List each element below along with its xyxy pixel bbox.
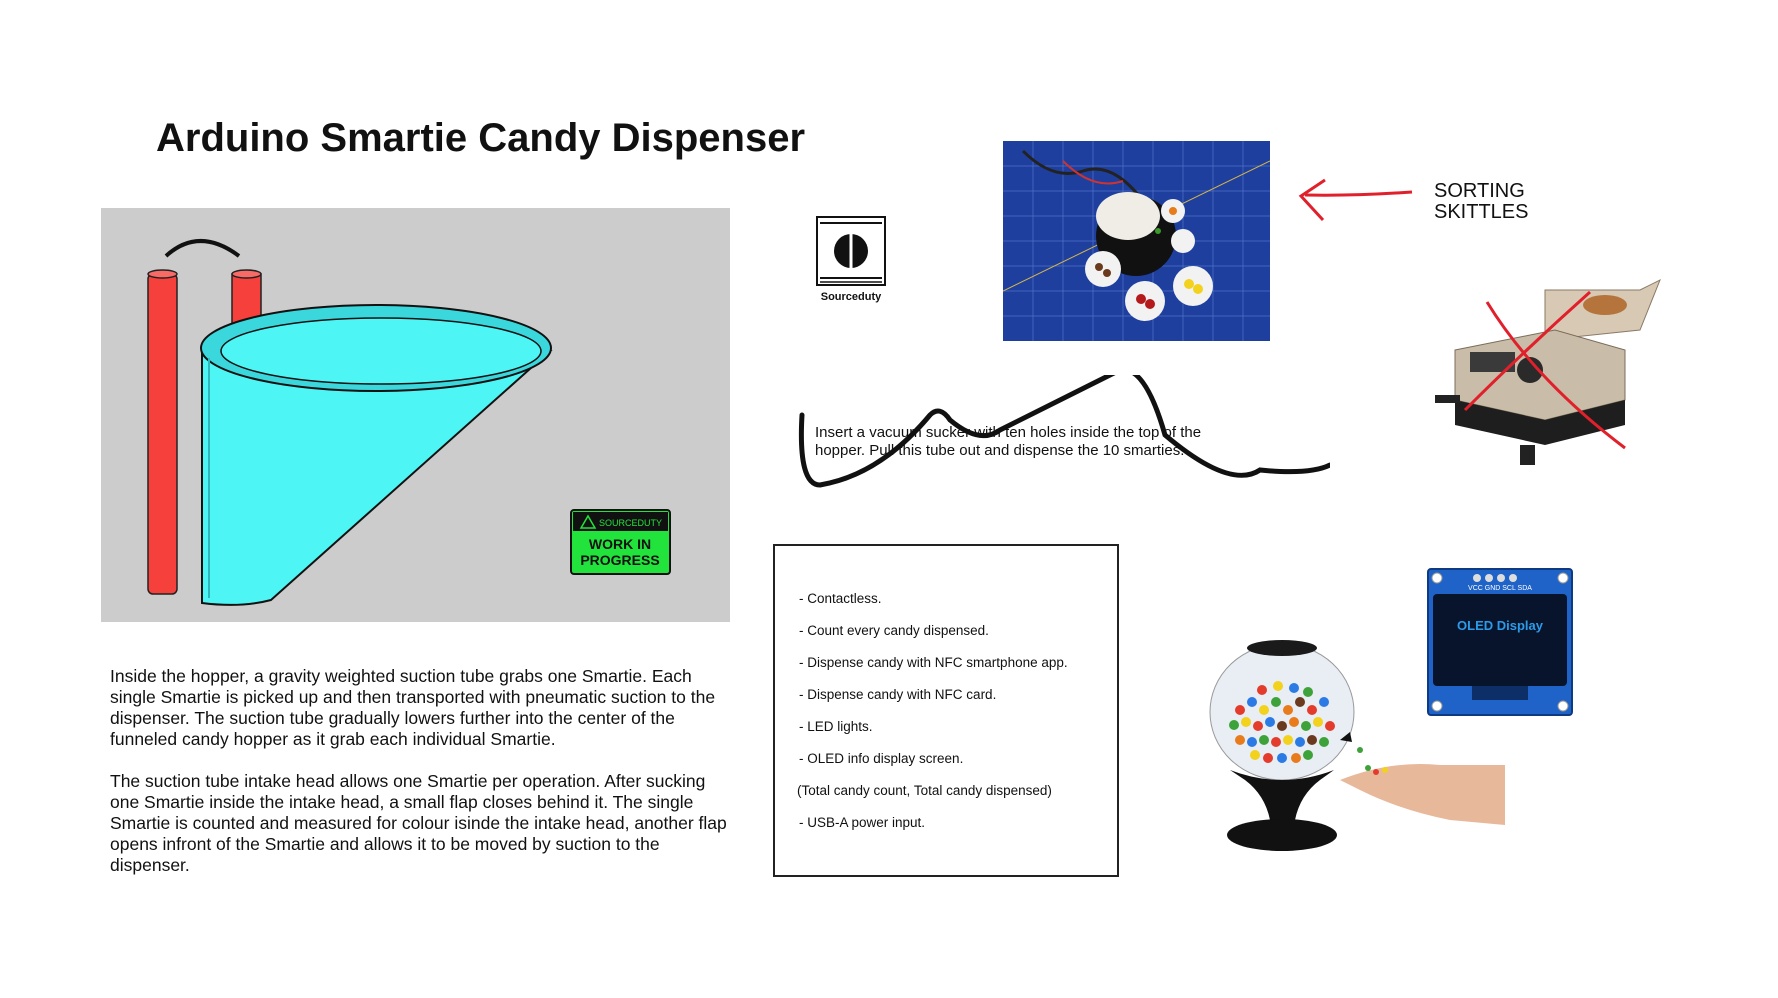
sourceduty-logo-icon <box>816 216 886 291</box>
coin-sorter-image <box>1425 270 1665 475</box>
svg-text:SOURCEDUTY: SOURCEDUTY <box>599 518 662 528</box>
feature-item: - Dispense candy with NFC card. <box>799 687 997 702</box>
red-arrow-icon <box>1295 176 1415 231</box>
page-title: Arduino Smartie Candy Dispenser <box>156 116 806 160</box>
oled-display-image: VCC GND SCL SDA OLED Display <box>1427 568 1573 721</box>
svg-text:PROGRESS: PROGRESS <box>580 552 659 568</box>
tube-arc <box>164 239 241 258</box>
description-paragraph: The suction tube intake head allows one … <box>110 771 727 875</box>
feature-item: - Count every candy dispensed. <box>799 623 989 638</box>
svg-text:WORK IN: WORK IN <box>589 536 651 552</box>
sorting-label: SORTING SKITTLES <box>1434 180 1529 223</box>
logo-label: Sourceduty <box>820 291 882 303</box>
sorting-skittles-photo <box>1003 141 1270 341</box>
sucker-note: Insert a vacuum sucker with ten holes in… <box>815 424 1202 459</box>
svg-text:VCC GND SCL SDA: VCC GND SCL SDA <box>1468 585 1532 592</box>
features-box: - Contactless. - Count every candy dispe… <box>773 544 1119 877</box>
description-paragraph: Inside the hopper, a gravity weighted su… <box>110 666 716 749</box>
feature-item: - OLED info display screen. <box>799 751 964 766</box>
hopper-body <box>201 346 553 606</box>
scribble-line <box>790 367 1333 505</box>
feature-item: - LED lights. <box>799 719 873 734</box>
feature-item: - Contactless. <box>799 591 882 606</box>
hopper-render: SOURCEDUTY WORK IN PROGRESS <box>101 208 730 622</box>
feature-item: (Total candy count, Total candy dispense… <box>797 783 1052 798</box>
suction-tube-left <box>147 273 178 595</box>
feature-item: - Dispense candy with NFC smartphone app… <box>799 655 1068 670</box>
candy-dispenser-image <box>1200 630 1505 865</box>
feature-item: - USB-A power input. <box>799 815 926 830</box>
description: Inside the hopper, a gravity weighted su… <box>110 666 730 897</box>
work-in-progress-badge: SOURCEDUTY WORK IN PROGRESS <box>570 509 671 575</box>
svg-text:OLED Display: OLED Display <box>1457 618 1544 633</box>
